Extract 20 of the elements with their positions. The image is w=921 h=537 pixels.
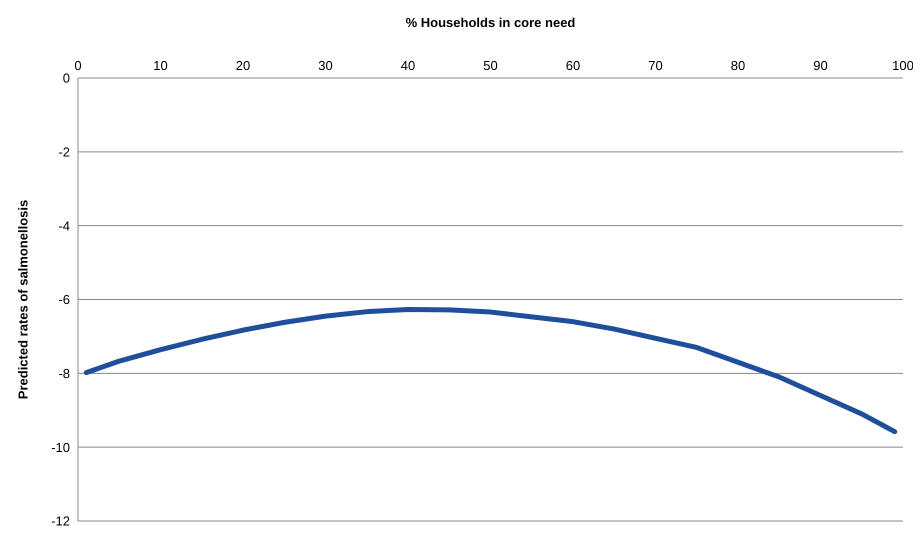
x-tick-label: 100 — [892, 58, 914, 73]
x-tick-label: 0 — [74, 58, 82, 73]
x-tick-label: 90 — [813, 58, 828, 73]
x-tick-label: 60 — [566, 58, 580, 73]
x-tick-label: 50 — [483, 58, 498, 73]
x-tick-label: 40 — [400, 58, 416, 73]
y-tick-label: -12 — [51, 514, 70, 529]
y-tick-label: 0 — [62, 70, 70, 86]
y-tick-label: -6 — [58, 292, 70, 308]
y-tick-label: -8 — [58, 366, 70, 381]
y-tick-label: -2 — [58, 144, 70, 160]
x-tick-label: 30 — [318, 58, 333, 73]
y-tick-label: -10 — [51, 440, 70, 455]
x-tick-label: 80 — [730, 58, 746, 73]
x-axis-title: % Households in core need — [406, 15, 576, 30]
x-tick-label: 20 — [236, 58, 250, 73]
x-tick-label: 70 — [648, 58, 663, 73]
x-tick-label: 10 — [153, 58, 168, 73]
y-axis-title: Predicted rates of salmonellosis — [16, 200, 31, 400]
y-tick-label: -4 — [58, 218, 70, 234]
